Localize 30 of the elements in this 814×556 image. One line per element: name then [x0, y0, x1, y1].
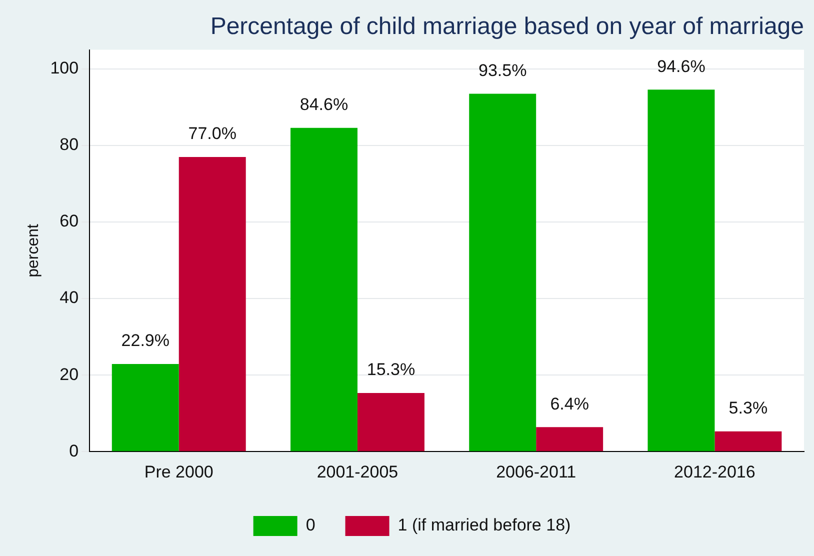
data-label: 6.4% [550, 394, 589, 414]
bar [469, 94, 536, 452]
legend-label: 1 (if married before 18) [398, 516, 571, 535]
data-label: 77.0% [188, 124, 236, 144]
data-label: 22.9% [121, 331, 170, 350]
x-tick-label: 2012-2016 [674, 462, 756, 482]
x-tick-label: Pre 2000 [144, 462, 214, 482]
bar [290, 128, 358, 452]
bar [714, 431, 782, 452]
x-tick-label: 2006-2011 [496, 462, 576, 482]
data-label: 15.3% [366, 360, 416, 380]
chart-title: Percentage of child marriage based on year of marriage [210, 13, 804, 40]
bar [112, 364, 179, 452]
legend-label: 0 [306, 516, 316, 535]
bar [357, 393, 424, 452]
y-tick-label: 60 [60, 212, 79, 231]
data-label: 5.3% [728, 398, 768, 418]
y-tick-label: 40 [60, 288, 79, 308]
y-tick-label: 80 [60, 135, 79, 154]
data-label: 84.6% [300, 95, 348, 114]
bar [648, 90, 715, 452]
data-label: 93.5% [478, 60, 527, 80]
y-tick-label: 100 [50, 58, 79, 78]
y-tick-label: 0 [69, 441, 79, 460]
x-tick-label: 2001-2005 [316, 462, 398, 482]
y-axis-title: percent [25, 223, 42, 278]
data-label: 94.6% [657, 56, 706, 76]
bar [536, 427, 604, 452]
y-tick-label: 20 [60, 364, 79, 384]
bar [178, 156, 246, 452]
